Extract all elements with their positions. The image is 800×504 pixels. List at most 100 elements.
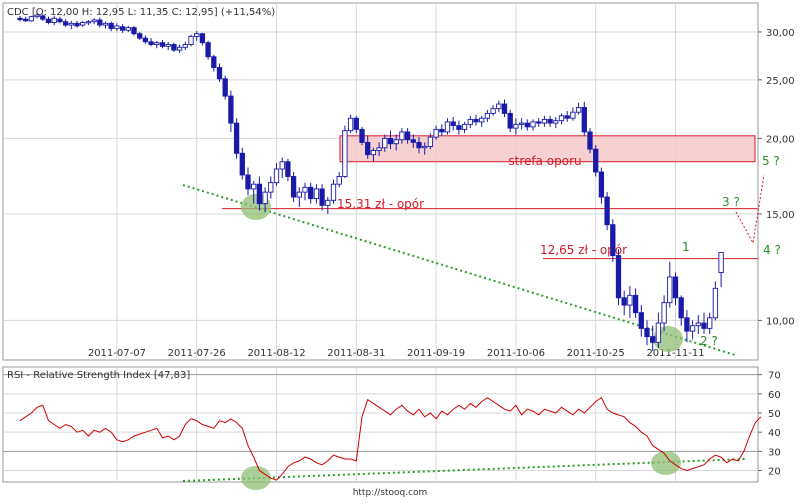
candle-body: [661, 302, 667, 324]
candle-body: [62, 21, 69, 26]
rsi-y-tick-label: 40: [768, 428, 781, 439]
candle-body: [308, 186, 314, 200]
candle-body: [393, 139, 399, 145]
candle-body: [433, 128, 439, 138]
rsi-line: [19, 396, 762, 481]
candle-body: [347, 117, 354, 132]
candle-body: [313, 188, 320, 200]
candle-body: [707, 317, 713, 329]
candle-body: [672, 276, 679, 299]
candle-body: [365, 141, 371, 156]
candle-body: [359, 128, 365, 143]
rsi-trendline: [182, 458, 746, 482]
candle-body: [290, 176, 297, 198]
candle-body: [176, 46, 183, 51]
candle-body: [524, 122, 530, 128]
rsi-y-tick-label: 70: [768, 371, 781, 382]
rsi-y-tick-label: 30: [768, 447, 781, 458]
candle-body: [587, 131, 593, 150]
candle-body: [233, 122, 240, 154]
rsi-panel-header: RSI - Relative Strength Index [47,83]: [7, 370, 190, 381]
candle-body: [296, 191, 302, 198]
candle-body: [598, 171, 605, 198]
candle-body: [165, 44, 171, 47]
candle-body: [553, 120, 559, 124]
candle-body: [228, 95, 234, 124]
wave-projection-line: [735, 174, 765, 245]
candle-body: [604, 196, 610, 226]
price-x-tick-label: 2011-07-26: [168, 348, 226, 359]
price-x-tick-label: 2011-08-31: [327, 348, 385, 359]
candle-body: [188, 35, 194, 45]
candle-body: [330, 183, 337, 201]
rsi-y-tick-label: 20: [768, 467, 781, 478]
candle-body: [399, 131, 405, 141]
candle-body: [536, 121, 542, 124]
candle-body: [262, 191, 268, 205]
resistance-zone-label: strefa oporu: [508, 154, 581, 168]
candle-body: [137, 33, 143, 39]
candle-body: [251, 183, 257, 190]
price-plot-area: [2, 2, 759, 361]
candle-body: [342, 130, 348, 177]
candle-body: [655, 322, 662, 343]
resistance-label-12-65: 12,65 zł - opór: [540, 243, 627, 257]
candle-body: [28, 16, 35, 22]
candle-body: [450, 121, 456, 127]
price-y-tick-label: 25,00: [766, 76, 795, 87]
candle-body: [23, 18, 29, 22]
candle-body: [484, 112, 491, 119]
candle-body: [530, 121, 536, 128]
price-x-tick-label: 2011-10-06: [487, 348, 545, 359]
candlestick-series: [17, 12, 724, 351]
candle-body: [74, 22, 80, 27]
candle-body: [387, 137, 394, 145]
candle-body: [353, 117, 359, 130]
candle-body: [182, 44, 188, 48]
price-x-tick-label: 2011-09-19: [407, 348, 465, 359]
candle-body: [501, 103, 508, 114]
candle-body: [416, 141, 422, 149]
candle-body: [467, 118, 473, 125]
candle-body: [91, 19, 97, 23]
candle-body: [621, 297, 627, 306]
candle-body: [558, 115, 565, 122]
resistance-label-15-31: 15,31 zł - opór: [337, 197, 424, 211]
candle-body: [650, 336, 656, 343]
candle-body: [547, 118, 553, 124]
candle-body: [712, 287, 719, 319]
candle-body: [102, 22, 109, 26]
price-y-tick-label: 15,00: [766, 210, 795, 221]
candle-body: [268, 182, 274, 193]
candle-body: [302, 186, 308, 193]
candle-body: [404, 131, 411, 141]
candle-body: [427, 136, 434, 147]
candle-body: [216, 67, 223, 80]
candle-body: [439, 128, 445, 133]
price-x-tick-label: 2011-11-11: [646, 348, 704, 359]
candle-body: [456, 125, 462, 130]
candle-body: [644, 327, 650, 338]
candle-body: [194, 33, 200, 37]
rsi-grid: [3, 367, 758, 482]
candle-body: [97, 19, 103, 26]
candle-body: [701, 322, 707, 329]
candle-body: [279, 161, 285, 170]
rsi-y-tick-label: 60: [768, 390, 781, 401]
candle-body: [507, 112, 513, 129]
candle-body: [718, 252, 724, 273]
candle-body: [205, 42, 211, 58]
candle-body: [211, 56, 217, 68]
rsi-y-tick-label: 50: [768, 409, 781, 420]
price-x-tick-label: 2011-10-25: [567, 348, 625, 359]
candle-body: [575, 107, 582, 113]
candle-body: [370, 150, 377, 156]
candle-body: [627, 294, 633, 306]
candle-body: [57, 18, 63, 23]
candle-body: [119, 26, 126, 31]
candle-body: [632, 294, 639, 314]
wave-label-5: 5 ?: [762, 154, 780, 168]
candle-body: [518, 122, 525, 125]
